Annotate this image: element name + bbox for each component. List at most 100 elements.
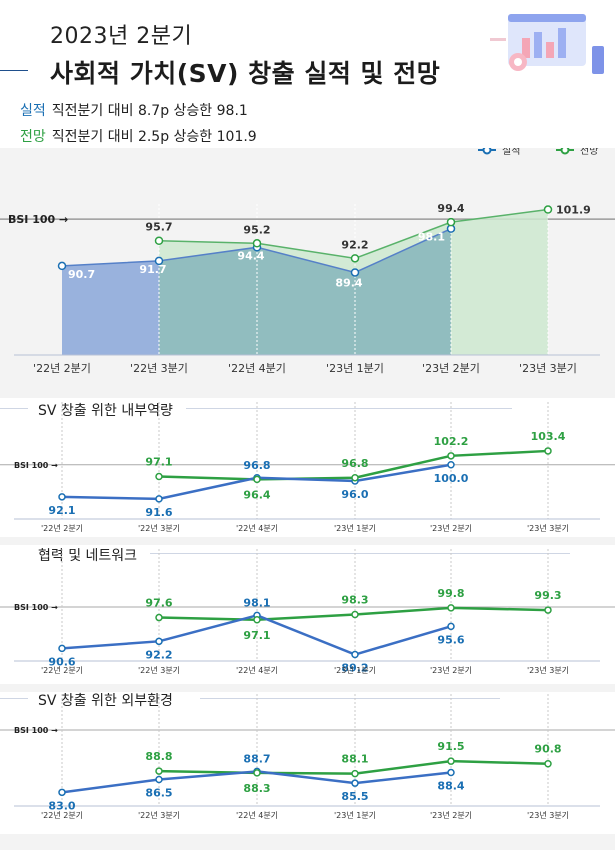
actual-point [57,261,67,271]
x-tick-label: '23년 1분기 [334,665,376,675]
forecast-value-label: 90.8 [534,743,561,756]
actual-value-label: 90.6 [48,655,75,668]
page-title: 사회적 가치(SV) 창출 실적 및 전망 [50,59,441,88]
forecast-point [155,472,163,481]
actual-point [351,779,359,787]
section-title-network: 협력 및 네트워크 [38,548,138,564]
forecast-value-label: 97.1 [243,629,270,642]
forecast-value-label: 98.3 [341,593,368,606]
actual-value-label: 88.4 [437,780,464,793]
forecast-point [253,475,261,484]
x-tick-label: '23년 3분기 [527,810,569,820]
forecast-value-label: 99.8 [437,587,464,600]
actual-value-label: 91.7 [139,263,166,276]
actual-value-label: 96.8 [243,459,270,472]
section-rule [200,698,500,699]
cooperation-network-section: 협력 및 네트워크 BSI 100 → 90.6 92.2 98.1 89.2 95.6 9… [0,545,615,690]
section-rule [0,408,28,409]
actual-value-label: 92.2 [145,648,172,661]
actual-point [447,461,455,469]
bsi-100-label: BSI 100 → [8,213,68,226]
actual-value-label: 95.6 [437,633,464,646]
forecast-point [446,217,456,227]
overlap-area [159,228,451,355]
section-divider [0,537,615,545]
section-title-internal: SV 창출 위한 내부역량 [38,403,173,419]
actual-point [350,268,360,277]
section-title-external: SV 창출 위한 외부환경 [38,693,173,709]
forecast-point [351,610,359,619]
x-tick-label: '23년 2분기 [430,523,472,533]
x-tick-label: '23년 3분기 [527,523,569,533]
forecast-point [447,604,455,612]
legend-label: 실적 [502,148,520,157]
x-tick-label: '22년 4분기 [236,523,278,533]
actual-value-label: 85.5 [341,790,368,803]
forecast-point [351,769,359,778]
actual-summary: 실적 직전분기 대비 8.7p 상승한 98.1 [20,100,248,120]
forecast-value-label: 101.9 [556,204,591,217]
forecast-point [155,767,163,775]
section-rule [150,553,570,554]
forecast-point [544,447,552,455]
footer-band [0,834,615,850]
internal-capacity-section: SV 창출 위한 내부역량 BSI 100 → 92.1 91.6 96.8 96.0 1… [0,398,615,543]
forecast-value-label: 88.3 [243,782,270,795]
forecast-value-label: 88.1 [341,753,368,766]
actual-value-label: 86.5 [145,787,172,800]
x-tick-label: '22년 2분기 [33,362,91,375]
forecast-point [543,205,553,214]
x-tick-label: '23년 3분기 [519,362,577,375]
section-rule [0,698,28,699]
actual-point [58,644,66,653]
actual-value-label: 94.4 [237,249,264,262]
actual-value-label: 91.6 [145,506,172,519]
external-environment-chart: BSI 100 → 83.0 86.5 88.7 85.5 88.4 88.8 88.3 88.… [0,694,615,820]
legend-marker [482,145,492,155]
forecast-summary-text: 직전분기 대비 2.5p 상승한 101.9 [51,129,257,145]
forecast-value-label: 92.2 [341,238,368,251]
forecast-point [447,757,455,765]
header: 2023년 2분기 사회적 가치(SV) 창출 실적 및 전망 실적 직전분기 대… [0,0,615,148]
forecast-point [253,769,261,777]
section-rule [186,408,512,409]
legend-label: 전망 [580,148,598,157]
actual-value-label: 100.0 [434,472,469,485]
actual-point [447,768,455,777]
forecast-point [155,613,163,622]
actual-point [58,493,66,501]
forecast-point [544,759,552,768]
forecast-value-label: 95.2 [243,223,270,236]
forecast-point [154,236,164,245]
x-tick-label: '22년 4분기 [228,362,286,375]
forecast-value-label: 88.8 [145,750,172,763]
x-tick-label: '22년 2분기 [41,665,83,675]
x-tick-label: '22년 3분기 [130,362,188,375]
forecast-value-label: 103.4 [531,430,566,443]
page-subtitle: 2023년 2분기 [50,24,193,49]
forecast-value-label: 91.5 [437,740,464,753]
forecast-value-label: 99.4 [437,202,464,215]
forecast-point [253,616,261,624]
actual-value-label: 83.0 [48,799,75,812]
external-environment-section: SV 창출 위한 외부환경 BSI 100 → 83.0 86.5 88.7 85.5 8… [0,690,615,835]
overall-sv-chart: 실적 전망 BSI 100 → 90.7 91.7 94.4 89.4 98.1 95.7 95.… [0,145,615,375]
actual-point [58,788,66,797]
actual-point [447,622,455,631]
actual-point [351,650,359,659]
actual-value-label: 98.1 [243,596,270,609]
forecast-summary: 전망 직전분기 대비 2.5p 상승한 101.9 [20,126,257,146]
actual-value-label: 89.4 [335,276,362,289]
forecast-tag: 전망 [20,129,46,145]
forecast-point [447,452,455,460]
actual-point [155,637,163,646]
forecast-point [350,254,360,263]
actual-value-label: 98.1 [418,231,445,244]
actual-summary-text: 직전분기 대비 8.7p 상승한 98.1 [51,103,248,119]
x-tick-label: '23년 2분기 [422,362,480,375]
x-tick-label: '22년 4분기 [236,810,278,820]
forecast-value-label: 97.6 [145,597,172,610]
internal-capacity-chart: BSI 100 → 92.1 91.6 96.8 96.0 100.0 97.1 96.4 96… [0,402,615,533]
bsi-100-label: BSI 100 → [14,603,58,612]
x-tick-label: '23년 1분기 [334,523,376,533]
